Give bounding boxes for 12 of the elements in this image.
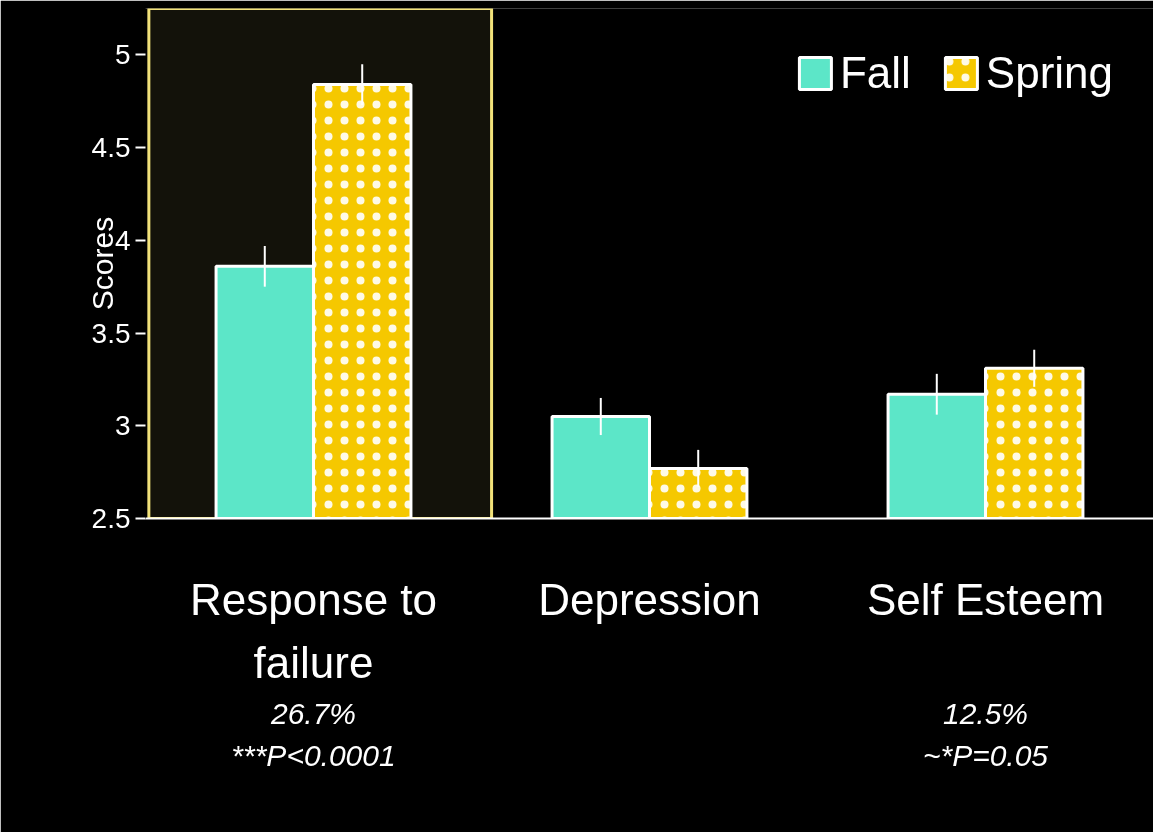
x-tick-label: Self Esteem [866, 574, 1105, 624]
y-tick-label: 4.5 [91, 132, 131, 164]
x-tick-label: Response to failure [189, 574, 438, 688]
legend-label: Fall [839, 48, 911, 98]
text: 12.5% ~*P=0.05 [922, 696, 1049, 773]
y-tick-label: 3.5 [91, 317, 131, 349]
legend-label: Spring [985, 48, 1113, 98]
y-tick-label: 3 [114, 410, 131, 442]
x-tick-label: Depression [538, 574, 761, 624]
text: 26.7% ***P<0.0001 [231, 696, 396, 773]
y-tick-label: 2.5 [91, 503, 131, 534]
y-tick-label: 5 [114, 39, 131, 71]
